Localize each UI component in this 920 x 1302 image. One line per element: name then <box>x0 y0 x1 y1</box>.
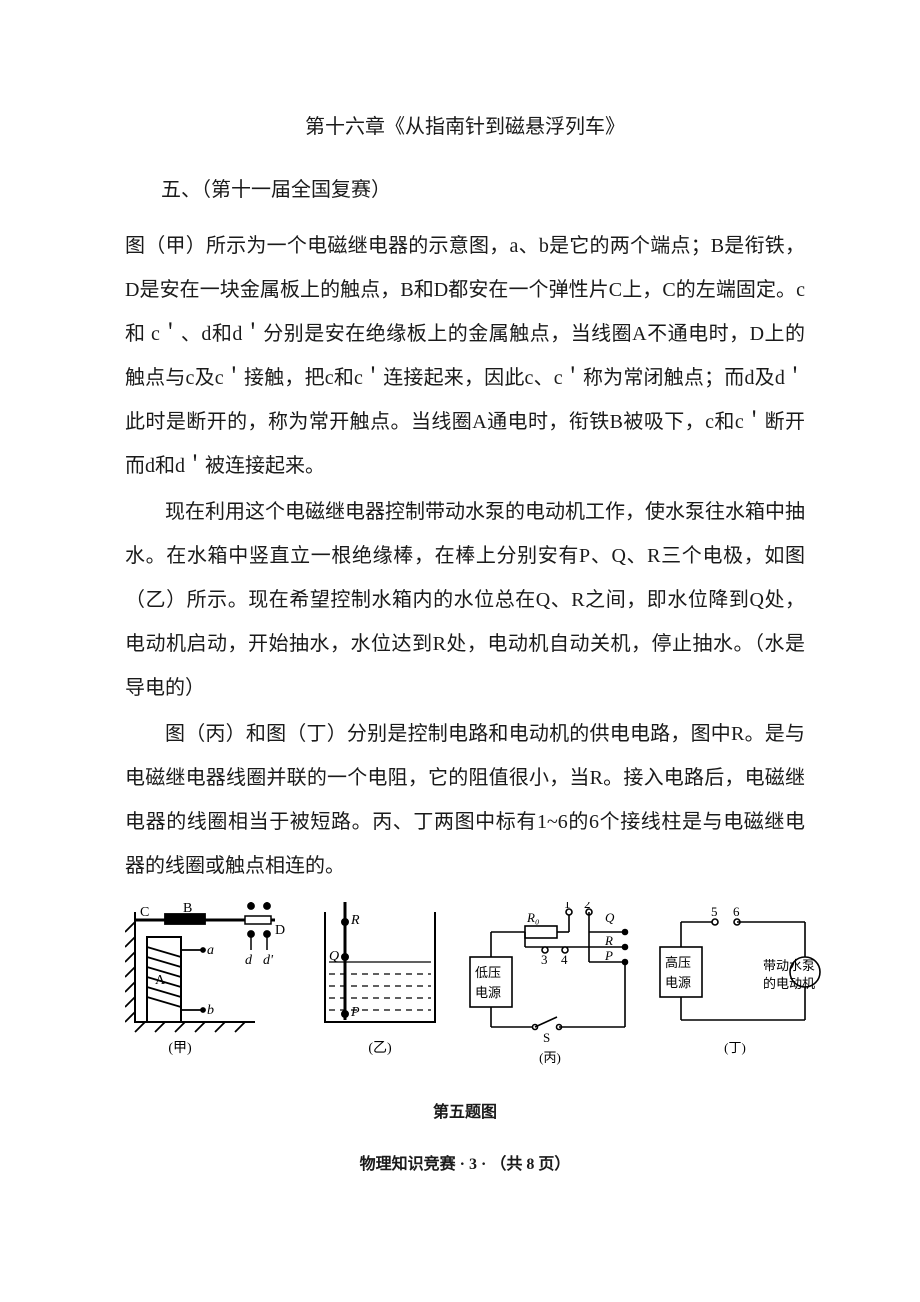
chapter-title: 第十六章《从指南针到磁悬浮列车》 <box>125 110 805 139</box>
label-b: b <box>207 1003 214 1018</box>
paragraph-2: 现在利用这个电磁继电器控制带动水泵的电动机工作，使水泵往水箱中抽水。在水箱中竖直… <box>125 490 805 710</box>
label-Q-electrode: Q <box>329 949 339 964</box>
label-R-term: R <box>604 933 613 948</box>
label-R0: R₀ <box>526 910 539 925</box>
page-footer: 物理知识竞赛 · 3 · （共 8 页） <box>125 1150 805 1174</box>
label-D: D <box>275 923 285 938</box>
label-P-electrode: P <box>350 1005 360 1020</box>
motor-l1: 带动水泵 <box>763 958 815 973</box>
label-d2: d' <box>263 953 274 968</box>
low-src-l2: 电源 <box>475 985 501 1000</box>
label-R-electrode: R <box>350 913 360 928</box>
motor-l2: 的电动机 <box>763 976 815 991</box>
document-page: 第十六章《从指南针到磁悬浮列车》 五、（第十一届全国复赛） 图（甲）所示为一个电… <box>0 0 920 1234</box>
panel-label-b: (乙) <box>368 1040 392 1056</box>
label-n2: 2 <box>584 902 591 911</box>
panel-ding: 高压 电源 5 6 带动水泵 的电动机 (丁) <box>660 904 820 1055</box>
label-d: d <box>245 953 253 968</box>
panel-label-c: (丙) <box>539 1050 561 1065</box>
label-a: a <box>207 943 214 958</box>
label-n4: 4 <box>561 952 568 967</box>
panel-bing: 低压 电源 R₀ 1 2 3 4 Q R P S (丙) <box>470 902 628 1065</box>
label-A: A <box>155 973 166 988</box>
low-src-l1: 低压 <box>475 965 501 980</box>
paragraph-1: 图（甲）所示为一个电磁继电器的示意图，a、b是它的两个端点；B是衔铁，D是安在一… <box>125 224 805 488</box>
panel-label-a: (甲) <box>168 1041 192 1056</box>
label-P-term: P <box>604 948 613 963</box>
high-src-l1: 高压 <box>665 955 691 970</box>
panel-label-d: (丁) <box>724 1040 746 1055</box>
figure-block: C B A D a b c c' d d' (甲) <box>125 902 805 1122</box>
label-n5: 5 <box>711 904 718 919</box>
figure-caption: 第五题图 <box>125 1098 805 1122</box>
label-n3: 3 <box>541 952 548 967</box>
label-n1: 1 <box>564 902 571 911</box>
label-Q-term: Q <box>605 910 615 925</box>
panel-yi: R Q P (乙) <box>325 902 435 1056</box>
paragraph-3: 图（丙）和图（丁）分别是控制电路和电动机的供电电路，图中R。是与电磁继电器线圈并… <box>125 712 805 888</box>
label-S: S <box>543 1030 550 1045</box>
label-n6: 6 <box>733 904 740 919</box>
figure-svg: C B A D a b c c' d d' (甲) <box>125 902 825 1092</box>
label-B: B <box>183 902 192 916</box>
high-src-l2: 电源 <box>665 975 691 990</box>
label-C: C <box>140 905 149 920</box>
panel-jia: C B A D a b c c' d d' (甲) <box>125 902 285 1056</box>
body-text: 图（甲）所示为一个电磁继电器的示意图，a、b是它的两个端点；B是衔铁，D是安在一… <box>125 224 805 888</box>
section-heading: 五、（第十一届全国复赛） <box>161 173 805 202</box>
